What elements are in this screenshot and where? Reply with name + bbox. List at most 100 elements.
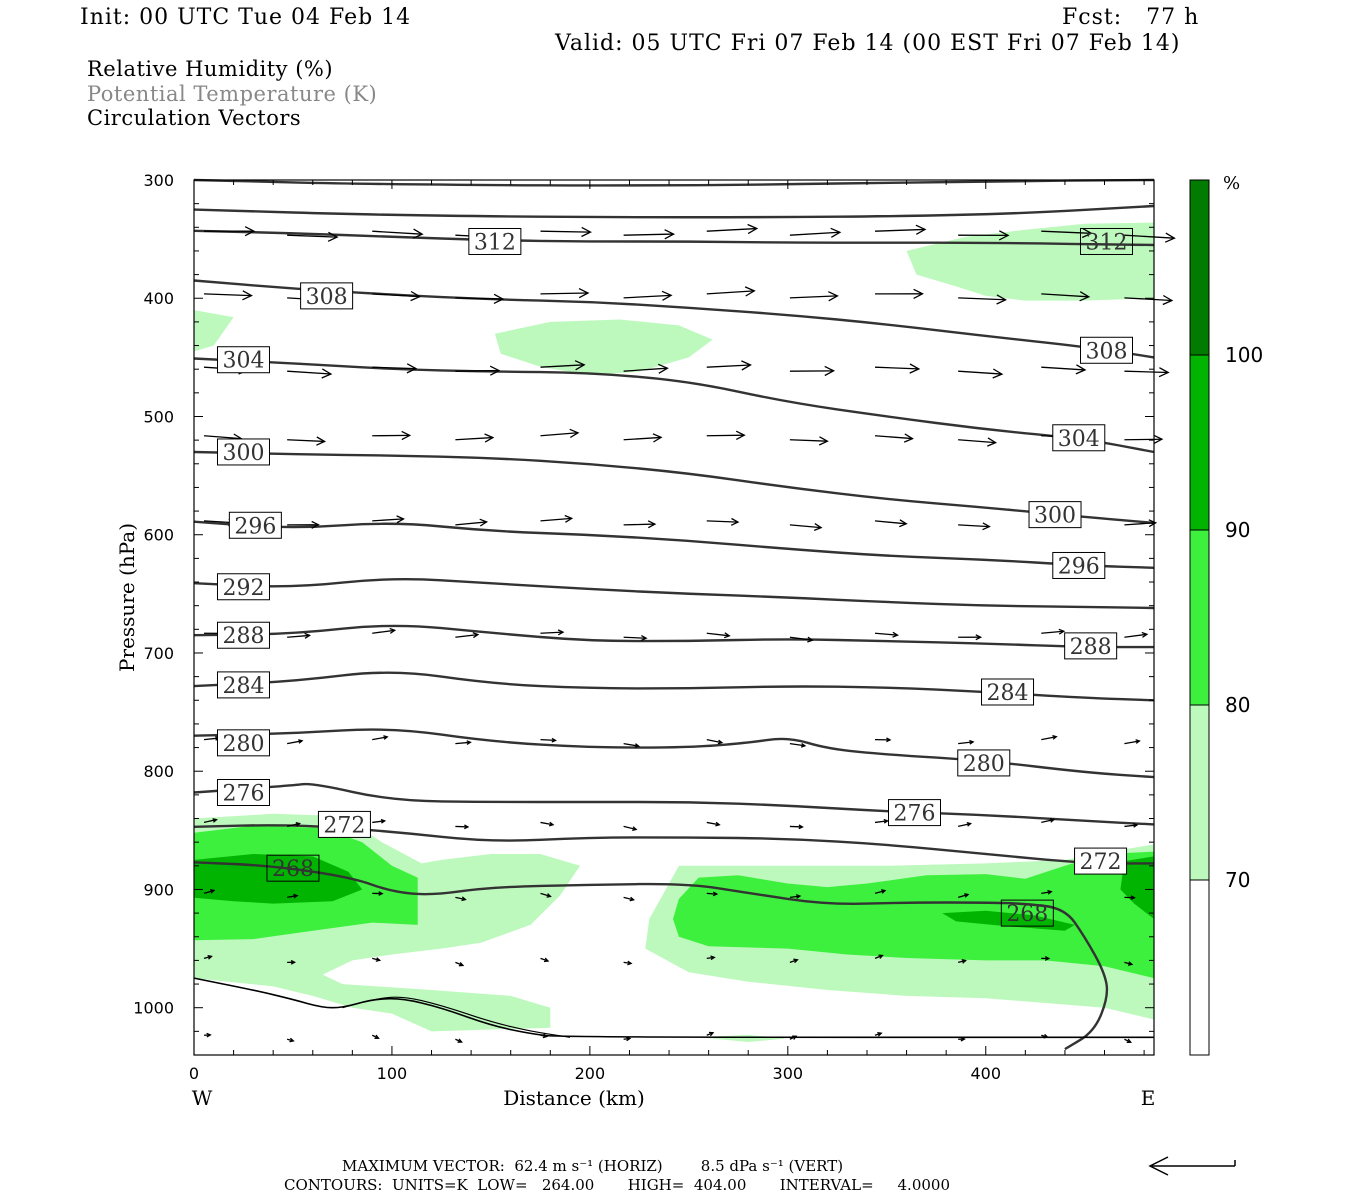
svg-text:296: 296: [1058, 554, 1100, 579]
theta-label-304: 304: [1052, 424, 1106, 452]
theta-label-layer: 312 312 308 308 304 304 300 300 296 296 292 288 288 2…: [216, 227, 1133, 927]
svg-text:312: 312: [474, 230, 516, 255]
colorbar-segment: [1189, 704, 1210, 881]
circulation-vector: [455, 293, 505, 304]
circulation-vector: [874, 954, 884, 960]
theta-label-280: 280: [957, 749, 1011, 777]
circulation-vector: [789, 1035, 798, 1040]
circulation-vector: [874, 631, 899, 638]
theta-label-300: 300: [1028, 501, 1082, 529]
theta-label-276: 276: [887, 799, 941, 827]
y-tick-label: 700: [143, 644, 174, 663]
svg-text:272: 272: [323, 813, 365, 838]
circulation-vector: [203, 954, 213, 960]
rh-region-rh90: [1120, 856, 1154, 919]
y-tick-label: 400: [143, 289, 174, 308]
circulation-vector: [958, 230, 1010, 241]
circulation-vector: [203, 290, 253, 301]
circulation-vector: [372, 363, 418, 374]
rh-region-rh80: [673, 851, 1154, 979]
circulation-vector: [1124, 1038, 1133, 1043]
circulation-vector: [455, 365, 501, 376]
theta-label-268: 268: [266, 854, 320, 882]
circulation-vector: [287, 739, 304, 745]
svg-text:288: 288: [1070, 635, 1112, 660]
circulation-vector: [958, 1036, 966, 1042]
circulation-vector: [286, 1037, 295, 1043]
circulation-vector: [1041, 628, 1066, 635]
circulation-vector: [874, 818, 889, 824]
circulation-vector: [455, 632, 480, 639]
circulation-vector: [789, 742, 807, 748]
circulation-vector: [706, 430, 746, 440]
svg-text:308: 308: [1085, 339, 1127, 364]
theta-contour-276: [193, 782, 1155, 826]
circulation-vector: [372, 627, 397, 634]
theta-label-296: 296: [228, 511, 282, 539]
circulation-vector: [540, 514, 574, 523]
contour-info: CONTOURS: UNITS=K LOW= 264.00 HIGH= 404.…: [284, 1176, 950, 1194]
circulation-vector: [1041, 956, 1051, 961]
theta-label-280: 280: [216, 729, 270, 757]
theta-label-268: 268: [1000, 899, 1054, 927]
circulation-vector: [455, 824, 470, 830]
circulation-vector: [623, 896, 635, 902]
circulation-vector: [372, 891, 384, 896]
circulation-vector: [204, 226, 256, 237]
circulation-vector: [371, 1034, 380, 1039]
circulation-vector: [789, 958, 799, 964]
theta-contour-upper: [193, 178, 1155, 187]
theta-label-308: 308: [300, 282, 354, 310]
circulation-vector: [540, 360, 586, 371]
circulation-vector: [540, 629, 565, 636]
circulation-vector: [1124, 961, 1134, 966]
theta-label-296: 296: [1052, 551, 1106, 579]
circulation-vector: [1041, 1033, 1049, 1039]
svg-text:304: 304: [222, 349, 264, 374]
circulation-vector: [455, 1038, 463, 1043]
circulation-vector: [287, 231, 339, 242]
circulation-vector: [706, 891, 719, 897]
rh-region-rh70: [698, 1034, 788, 1042]
circulation-vector: [789, 523, 823, 532]
circulation-vector: [540, 957, 550, 963]
circulation-vector: [372, 290, 422, 302]
rh-region-rh90: [194, 854, 363, 904]
theta-label-284: 284: [981, 678, 1035, 706]
svg-text:300: 300: [222, 441, 264, 466]
colorbar-level: 70: [1225, 868, 1250, 892]
circulation-vector: [1124, 294, 1174, 306]
circulation-vector: [372, 228, 424, 239]
svg-text:268: 268: [272, 857, 314, 882]
circulation-vector: [203, 1032, 212, 1038]
colorbar: 100 90 80 70%: [1189, 173, 1263, 1056]
circulation-vector: [1041, 364, 1087, 375]
circulation-vector: [789, 227, 842, 238]
circulation-vector: [203, 818, 218, 824]
circulation-vector: [372, 735, 389, 741]
svg-text:276: 276: [222, 782, 264, 807]
circulation-vector: [706, 1031, 715, 1037]
init-time: Init: 00 UTC Tue 04 Feb 14: [80, 5, 412, 30]
x-tick-label: 300: [773, 1064, 804, 1083]
circulation-vector: [874, 433, 914, 443]
circulation-vector: [623, 825, 638, 832]
theta-label-300: 300: [216, 438, 270, 466]
circulation-vector: [286, 821, 301, 828]
circulation-vector: [540, 1033, 549, 1039]
theta-contour-268: [193, 861, 1109, 1051]
circulation-vector: [287, 368, 333, 379]
circulation-vector: [958, 368, 1004, 379]
theta-contour-292: [193, 578, 1155, 610]
y-tick-label: 800: [143, 762, 174, 781]
circulation-vector: [958, 739, 975, 745]
legend-rh: Relative Humidity (%): [87, 57, 334, 81]
theta-label-288: 288: [1064, 632, 1118, 660]
circulation-vector: [287, 520, 320, 529]
circulation-vector: [203, 889, 216, 894]
circulation-vector: [706, 223, 759, 235]
circulation-vector: [287, 959, 297, 965]
circulation-vector: [287, 632, 312, 639]
circulation-vector: [958, 522, 991, 531]
theta-contour-288: [193, 624, 1154, 649]
